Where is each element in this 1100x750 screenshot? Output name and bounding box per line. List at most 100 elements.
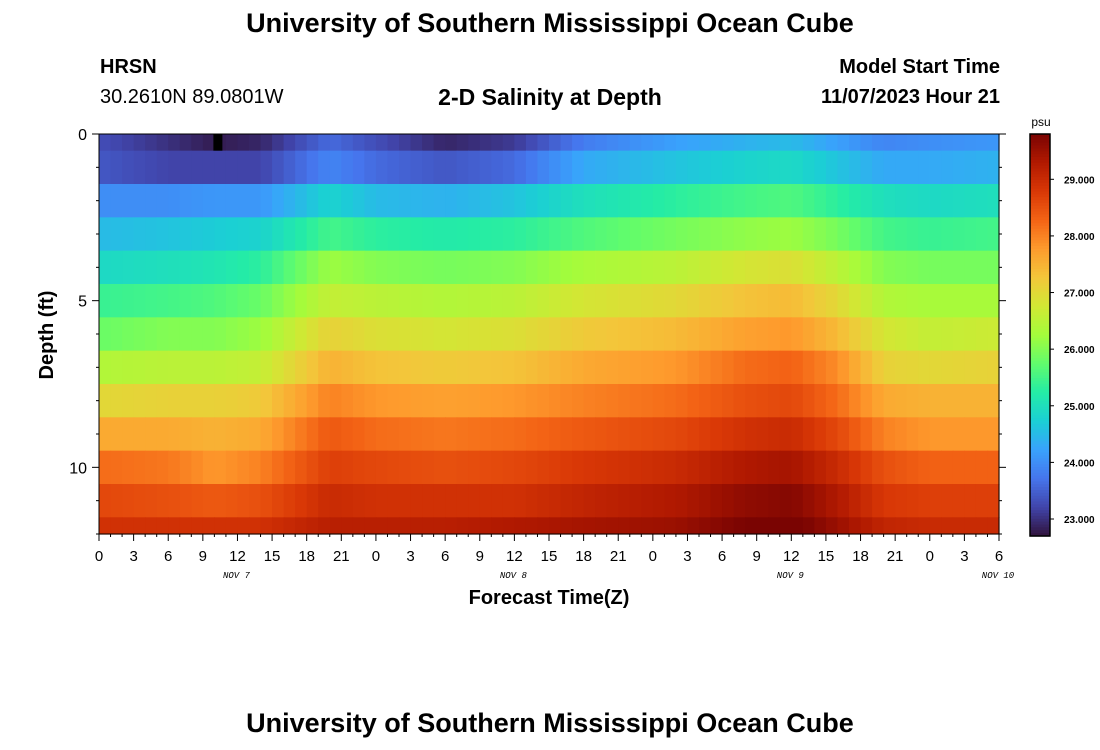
heatmap-cell (745, 134, 758, 152)
heatmap-cell (422, 250, 435, 285)
x-tick-label: 15 (818, 548, 835, 565)
heatmap-cell (364, 517, 377, 535)
x-tick-label: 15 (264, 548, 281, 565)
heatmap-cell (929, 134, 942, 152)
heatmap-cell (791, 384, 804, 418)
heatmap-cell (341, 250, 354, 285)
heatmap-cell (468, 517, 481, 535)
heatmap-cell (318, 417, 331, 452)
heatmap-cell (768, 250, 781, 285)
heatmap-cell (456, 217, 469, 252)
heatmap-cell (502, 284, 515, 318)
heatmap-cell (502, 217, 515, 252)
heatmap-cell (572, 250, 585, 285)
colorbar-segment (1030, 314, 1050, 319)
heatmap-cell (941, 284, 954, 318)
heatmap-cell (583, 350, 596, 385)
heatmap-cell (364, 350, 377, 385)
heatmap-cell (675, 317, 689, 352)
heatmap-cell (514, 517, 527, 535)
heatmap-cell (641, 250, 654, 285)
heatmap-cell (606, 517, 619, 535)
heatmap-cell (722, 384, 735, 418)
colorbar-segment (1030, 478, 1050, 483)
heatmap-cell (341, 417, 354, 452)
heatmap-cell (399, 250, 412, 285)
colorbar-segment (1030, 504, 1050, 508)
day-label: NOV 7 (223, 571, 251, 581)
heatmap-cell (768, 350, 781, 385)
heatmap-cell (606, 450, 619, 485)
heatmap-cell (952, 134, 965, 152)
heatmap-cell (133, 384, 146, 418)
heatmap-cell (479, 450, 492, 485)
heatmap-cell (341, 450, 354, 485)
heatmap-cell (883, 134, 896, 152)
heatmap-cell (525, 284, 539, 318)
heatmap-cell (514, 417, 527, 452)
heatmap-cell (468, 250, 481, 285)
colorbar-segment (1030, 418, 1050, 422)
heatmap-cell (814, 384, 827, 418)
heatmap-cell (860, 450, 873, 485)
heatmap-cell (375, 150, 389, 185)
colorbar-segment (1030, 185, 1050, 190)
heatmap-cell (387, 517, 400, 535)
heatmap-cell (710, 317, 723, 352)
heatmap-cell (641, 217, 654, 252)
heatmap-cell (699, 450, 712, 485)
heatmap-cell (952, 150, 965, 185)
heatmap-cell (110, 184, 123, 218)
heatmap-cell (272, 250, 285, 285)
heatmap-cell (514, 150, 527, 185)
heatmap-cell (825, 484, 839, 518)
heatmap-cell (225, 150, 239, 185)
heatmap-cell (860, 417, 873, 452)
heatmap-cell (422, 450, 435, 485)
heatmap-cell (606, 184, 619, 218)
heatmap-cell (929, 284, 942, 318)
heatmap-cell (733, 417, 746, 452)
heatmap-cell (560, 284, 573, 318)
heatmap-cell (583, 417, 596, 452)
heatmap-cell (375, 217, 389, 252)
heatmap-cell (849, 317, 862, 352)
heatmap-cell (595, 184, 608, 218)
colorbar-segment (1030, 179, 1050, 184)
heatmap-cell (837, 150, 850, 185)
heatmap-cell (133, 284, 146, 318)
heatmap-cell (433, 484, 446, 518)
heatmap-cell (329, 484, 342, 518)
colorbar-tick-label: 27.000 (1064, 289, 1095, 300)
colorbar-segment (1030, 524, 1050, 528)
colorbar-segment (1030, 527, 1050, 531)
heatmap-cell (883, 184, 896, 218)
heatmap-cell (502, 517, 515, 535)
heatmap-cell (283, 450, 296, 485)
x-tick-label: 12 (783, 548, 800, 565)
colorbar-segment (1030, 492, 1050, 497)
colorbar-segment (1030, 398, 1050, 402)
heatmap-cell (329, 284, 342, 318)
heatmap-cell (641, 317, 654, 352)
heatmap-cell (641, 384, 654, 418)
heatmap-cell (410, 134, 423, 152)
colorbar-segment (1030, 444, 1050, 448)
heatmap-cell (272, 417, 285, 452)
colorbar-segment (1030, 329, 1050, 333)
heatmap-cell (722, 517, 735, 535)
heatmap-cell (352, 284, 365, 318)
heatmap-cell (168, 384, 181, 418)
heatmap-cell (745, 517, 758, 535)
heatmap-cell (525, 250, 539, 285)
heatmap-cell (260, 317, 273, 352)
heatmap-cell (629, 250, 642, 285)
heatmap-cell (399, 217, 412, 252)
heatmap-cell (779, 217, 792, 252)
heatmap-cell (745, 417, 758, 452)
heatmap-cell (779, 134, 792, 152)
colorbar-segment (1030, 309, 1050, 313)
heatmap-cell (202, 150, 215, 185)
heatmap-cell (145, 284, 158, 318)
heatmap-cell (249, 134, 262, 152)
